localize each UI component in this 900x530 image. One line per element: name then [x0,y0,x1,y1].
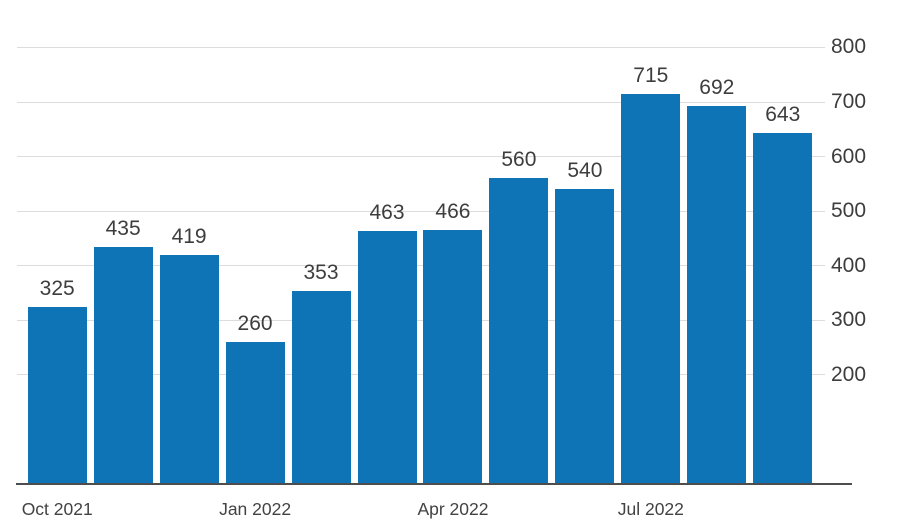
value-label-dec-2021: 419 [171,225,207,249]
x-tick-label-jan-2022: Jan 2022 [219,499,292,519]
value-label-oct-2021: 325 [39,276,75,300]
gridline-200 [17,374,825,376]
gridline-500 [17,210,825,212]
x-tick-label-jul-2022: Jul 2022 [617,499,684,519]
bar-nov-2021[interactable] [93,246,153,484]
bar-feb-2022[interactable] [291,291,351,484]
gridline-800 [17,46,825,48]
value-label-sep-2022: 643 [765,103,801,127]
y-tick-label-300: 300 [831,308,867,332]
y-tick-label-800: 800 [831,35,867,59]
y-tick-label-200: 200 [831,362,867,386]
x-tick-label-oct-2021: Oct 2021 [21,499,93,519]
gridline-300 [17,319,825,321]
bar-jan-2022[interactable] [225,342,285,484]
value-label-may-2022: 560 [501,148,537,172]
gridline-700 [17,101,825,103]
bar-apr-2022[interactable] [423,229,483,484]
y-tick-label-500: 500 [831,199,867,223]
value-label-jul-2022: 715 [633,63,669,87]
bar-dec-2021[interactable] [159,255,219,484]
x-axis-line [16,482,852,485]
value-label-jan-2022: 260 [237,312,273,336]
value-label-feb-2022: 353 [303,261,339,285]
y-tick-label-400: 400 [831,253,867,277]
value-label-mar-2022: 463 [369,201,405,225]
gridline-400 [17,265,825,267]
bar-jul-2022[interactable] [621,93,681,484]
x-tick-label-apr-2022: Apr 2022 [417,499,489,519]
value-label-apr-2022: 466 [435,199,471,223]
y-tick-label-700: 700 [831,90,867,113]
y-tick-label-600: 600 [831,144,867,168]
value-label-aug-2022: 692 [699,76,735,100]
bar-sep-2022[interactable] [753,133,813,484]
value-label-jun-2022: 540 [567,159,603,183]
bar-oct-2021[interactable] [27,306,87,484]
bar-mar-2022[interactable] [357,231,417,484]
bar-jun-2022[interactable] [555,189,615,484]
bar-may-2022[interactable] [489,178,549,484]
gridline-600 [17,156,825,158]
bar-aug-2022[interactable] [687,106,747,484]
value-label-nov-2021: 435 [105,216,141,240]
